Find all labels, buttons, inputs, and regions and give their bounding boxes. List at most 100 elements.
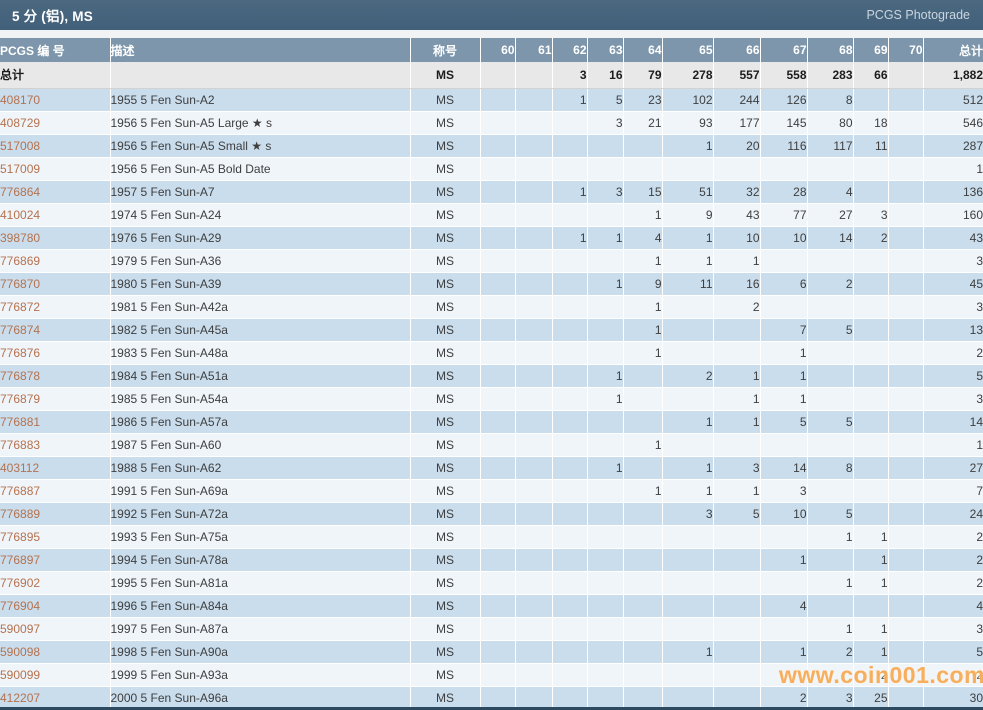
pcgs-number-link[interactable]: 776897: [0, 552, 41, 567]
pcgs-number-link[interactable]: 776870: [0, 276, 41, 291]
pcgs-number-link[interactable]: 776879: [0, 391, 41, 406]
grade-count-68: 2: [806, 272, 853, 296]
grade-count-70: [887, 249, 923, 273]
row-total: 2: [922, 341, 983, 365]
grade-count-68: [806, 157, 853, 181]
pcgs-number-link[interactable]: 776887: [0, 483, 41, 498]
grade-count-65: 51: [661, 180, 713, 204]
grade-count-67: [759, 617, 807, 641]
table-row: 410024 1974 5 Fen Sun-A24 MS 1 9 43 77 27 3 160: [0, 203, 983, 227]
grade-count-70: [887, 318, 923, 342]
grade-count-66: [712, 594, 760, 618]
pcgs-number-link[interactable]: 776864: [0, 184, 41, 199]
pcgs-number-link[interactable]: 403112: [0, 460, 40, 475]
designation: MS: [409, 387, 480, 411]
column-header-grade-64: 64: [622, 38, 662, 62]
pcgs-number-link[interactable]: 590099: [0, 667, 41, 682]
grade-count-63: [586, 157, 623, 181]
grade-count-60: [479, 663, 515, 687]
designation: MS: [409, 272, 480, 296]
pcgs-number-link[interactable]: 408170: [0, 92, 41, 107]
grade-count-68: 1: [806, 525, 853, 549]
pcgs-number-link[interactable]: 412207: [0, 690, 41, 705]
grade-count-61: [514, 479, 552, 503]
grade-count-62: [551, 111, 587, 135]
grade-count-62: [551, 157, 587, 181]
grade-count-61: [514, 433, 552, 457]
pcgs-number-link[interactable]: 408729: [0, 115, 41, 130]
totals-grade-65: 278: [661, 62, 713, 89]
pcgs-number-link[interactable]: 776869: [0, 253, 41, 268]
grade-count-61: [514, 387, 552, 411]
pcgs-number-link[interactable]: 776881: [0, 414, 41, 429]
table-row: 776889 1992 5 Fen Sun-A72a MS 3 5 10 5 24: [0, 502, 983, 526]
grade-count-63: [586, 640, 623, 664]
pcgs-number-link[interactable]: 776889: [0, 506, 41, 521]
designation: MS: [409, 180, 480, 204]
grade-count-67: 14: [759, 456, 807, 480]
grade-count-61: [514, 663, 552, 687]
grade-count-60: [479, 479, 515, 503]
grade-count-70: [887, 387, 923, 411]
grade-count-66: [712, 341, 760, 365]
totals-description-spacer: [109, 62, 410, 89]
pcgs-number-link[interactable]: 776876: [0, 345, 41, 360]
pcgs-number-link[interactable]: 776895: [0, 529, 41, 544]
pcgs-number: 776895: [0, 525, 110, 549]
grade-count-68: 4: [806, 180, 853, 204]
pcgs-number-link[interactable]: 410024: [0, 207, 41, 222]
pcgs-number-link[interactable]: 776883: [0, 437, 41, 452]
table-row: 517008 1956 5 Fen Sun-A5 Small ★ s MS 1 20 11…: [0, 134, 983, 158]
grade-count-67: 5: [759, 410, 807, 434]
grade-count-66: [712, 157, 760, 181]
pcgs-number-link[interactable]: 517008: [0, 138, 41, 153]
table-row: 590097 1997 5 Fen Sun-A87a MS 1 1 3: [0, 617, 983, 641]
grade-count-66: [712, 548, 760, 572]
grade-count-66: [712, 617, 760, 641]
grade-count-60: [479, 686, 515, 707]
grade-count-64: [622, 410, 662, 434]
pcgs-number-link[interactable]: 776872: [0, 299, 41, 314]
grade-count-66: [712, 318, 760, 342]
grade-count-70: [887, 456, 923, 480]
grade-count-61: [514, 111, 552, 135]
coin-description: 1982 5 Fen Sun-A45a: [109, 318, 410, 342]
pcgs-number-link[interactable]: 776878: [0, 368, 41, 383]
grade-count-64: 1: [622, 318, 662, 342]
pcgs-number-link[interactable]: 776902: [0, 575, 41, 590]
grade-count-61: [514, 134, 552, 158]
grade-count-67: [759, 663, 807, 687]
grade-count-61: [514, 525, 552, 549]
grade-count-62: 1: [551, 88, 587, 112]
grade-count-61: [514, 272, 552, 296]
pcgs-number-link[interactable]: 517009: [0, 161, 41, 176]
grade-count-65: [661, 571, 713, 595]
grade-count-70: [887, 226, 923, 250]
pcgs-number-link[interactable]: 398780: [0, 230, 41, 245]
row-total: 512: [922, 88, 983, 112]
grade-count-65: [661, 594, 713, 618]
grade-count-69: [852, 502, 888, 526]
grade-count-61: [514, 226, 552, 250]
pcgs-number-link[interactable]: 590098: [0, 644, 41, 659]
grade-count-65: 1: [661, 640, 713, 664]
grade-count-64: [622, 548, 662, 572]
pcgs-number-link[interactable]: 590097: [0, 621, 41, 636]
table-row: 776902 1995 5 Fen Sun-A81a MS 1 1 2: [0, 571, 983, 595]
grade-count-67: 1: [759, 640, 807, 664]
grade-count-68: [806, 479, 853, 503]
grade-count-70: [887, 111, 923, 135]
pcgs-number: 776902: [0, 571, 110, 595]
grade-count-66: 10: [712, 226, 760, 250]
grade-count-69: [852, 456, 888, 480]
column-header-grade-61: 61: [514, 38, 552, 62]
pcgs-photograde-link[interactable]: PCGS Photograde: [866, 8, 970, 22]
coin-description: 1974 5 Fen Sun-A24: [109, 203, 410, 227]
grade-count-69: 3: [852, 203, 888, 227]
grade-count-61: [514, 594, 552, 618]
pcgs-number-link[interactable]: 776874: [0, 322, 41, 337]
grade-count-62: [551, 433, 587, 457]
grade-count-70: [887, 410, 923, 434]
grade-count-62: [551, 686, 587, 707]
pcgs-number-link[interactable]: 776904: [0, 598, 41, 613]
